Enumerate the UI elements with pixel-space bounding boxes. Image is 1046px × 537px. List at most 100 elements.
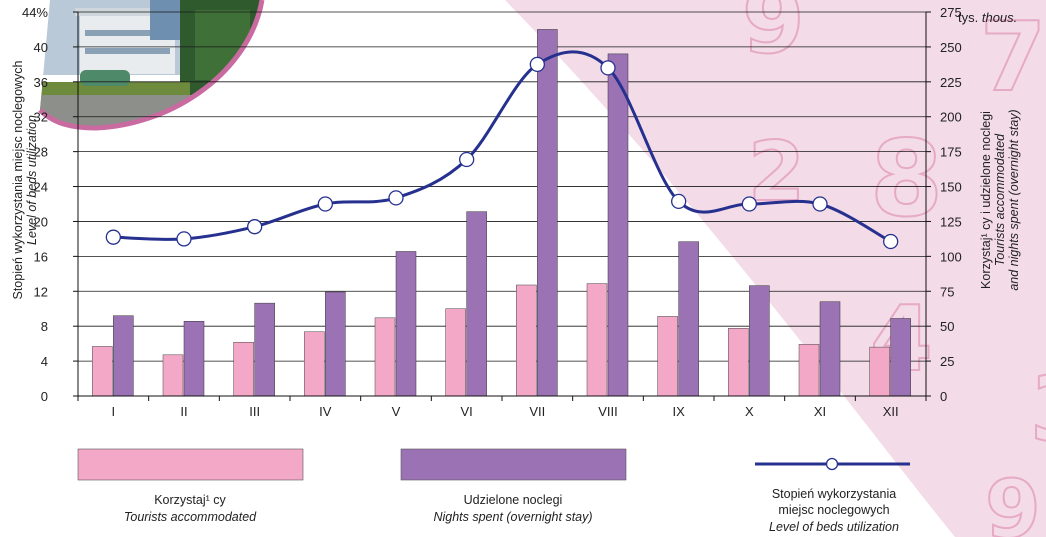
left-tick-label: 32 xyxy=(34,110,48,125)
legend-label-tourists: Korzystaj¹ cy xyxy=(154,493,226,507)
bar-nights xyxy=(254,302,275,397)
utilization-point xyxy=(741,196,757,212)
left-tick-label: 28 xyxy=(34,145,48,160)
utilization-line-layer xyxy=(105,50,899,250)
legend-label-utilization-en: Level of beds utilization xyxy=(769,520,899,534)
bar-nights xyxy=(607,53,629,397)
right-tick-label: 275 xyxy=(940,5,962,20)
utilization-point xyxy=(883,233,899,250)
x-tick-label: IX xyxy=(673,404,686,419)
bar-tourists xyxy=(516,284,537,397)
right-axis-unit-en: thous. xyxy=(982,10,1017,25)
bar-tourists xyxy=(162,354,184,397)
utilization-point xyxy=(176,231,192,247)
x-tick-label: II xyxy=(180,404,187,419)
right-tick-label: 175 xyxy=(940,145,962,160)
x-tick-label: XII xyxy=(883,404,899,419)
x-tick-label: X xyxy=(745,404,754,419)
left-tick-label: 40 xyxy=(34,40,48,55)
right-tick-label: 50 xyxy=(940,319,954,334)
right-tick-label: 225 xyxy=(940,75,962,90)
right-tick-label: 150 xyxy=(940,180,962,195)
utilization-point xyxy=(529,56,545,73)
bar-tourists xyxy=(869,346,890,397)
photo-window-band xyxy=(85,48,170,54)
bar-nights xyxy=(749,285,770,397)
bar-tourists xyxy=(92,346,113,397)
right-axis-title-pl: Korzystaj¹ cy i udzielone noclegi xyxy=(979,111,993,289)
bar-tourists xyxy=(304,331,325,397)
bar-tourists xyxy=(374,317,396,397)
right-axis-title-en-2: and nights spent (overnight stay) xyxy=(1007,109,1021,290)
utilization-point xyxy=(671,193,687,210)
background-digit: 2 xyxy=(748,125,805,220)
left-axis-title-pl: Stopień wykorzystania miejsc noclegowych xyxy=(11,60,25,299)
axes xyxy=(73,11,931,401)
legend-label-nights: Udzielone noclegi xyxy=(464,493,563,507)
right-tick-label: 0 xyxy=(940,389,947,404)
background-decoration: 9 7 2 8 4 3 9 xyxy=(505,0,1046,537)
utilization-point xyxy=(247,219,263,235)
left-tick-label: 24 xyxy=(34,180,48,195)
right-tick-label: 25 xyxy=(940,354,954,369)
x-tick-label: VIII xyxy=(598,404,618,419)
background-digit: 9 xyxy=(985,463,1041,537)
x-tick-label: XI xyxy=(814,404,826,419)
bar-nights xyxy=(183,321,205,397)
right-tick-label: 100 xyxy=(940,249,962,264)
bar-tourists xyxy=(586,283,608,397)
bar-tourists xyxy=(445,308,466,397)
bar-nights xyxy=(678,241,699,397)
bar-nights xyxy=(890,318,911,397)
background-digit: 9 xyxy=(742,0,805,74)
x-tick-label: V xyxy=(392,404,401,419)
right-tick-label: 125 xyxy=(940,214,962,229)
left-tick-label: 36 xyxy=(34,75,48,90)
x-tick-label: VI xyxy=(461,404,473,419)
bar-tourists xyxy=(728,328,749,397)
legend-label-nights-en: Nights spent (overnight stay) xyxy=(433,510,592,524)
utilization-point xyxy=(600,60,616,76)
bar-tourists xyxy=(233,341,254,397)
legend-marker-utilization xyxy=(825,457,839,471)
grid-lines xyxy=(78,11,926,362)
background-digit: 3 xyxy=(1030,357,1046,462)
utilization-point xyxy=(812,196,828,212)
left-axis-title: Stopień wykorzystania miejsc noclegowych… xyxy=(11,60,39,299)
photo-facade xyxy=(150,0,180,40)
tick-labels: 048121620242832364044%025507510012515017… xyxy=(22,5,962,419)
bar-nights xyxy=(325,291,346,397)
x-tick-label: III xyxy=(249,404,260,419)
x-tick-label: VII xyxy=(529,404,545,419)
background-wedge xyxy=(505,0,1046,537)
left-axis-title-en: Level of beds utilization xyxy=(25,115,39,245)
right-axis-unit-pl: tys. xyxy=(958,10,978,25)
right-axis-title: Korzystaj¹ cy i udzielone noclegi Touris… xyxy=(979,109,1021,290)
right-tick-label: 250 xyxy=(940,40,962,55)
utilization-point xyxy=(105,229,121,245)
legend: Korzystaj¹ cy Tourists accommodated Udzi… xyxy=(77,448,910,534)
utilization-point xyxy=(388,190,404,206)
legend-label-utilization-1: Stopień wykorzystania xyxy=(772,487,896,501)
left-tick-label: 8 xyxy=(41,319,48,334)
left-tick-label: 0 xyxy=(41,389,48,404)
bar-tourists xyxy=(798,344,820,397)
bar-nights xyxy=(819,301,841,397)
legend-swatch-tourists xyxy=(77,448,304,481)
photo-car xyxy=(80,70,130,86)
right-axis-title-en-1: Tourists accommodated xyxy=(993,133,1007,266)
photo-window-band xyxy=(85,30,170,36)
bar-nights xyxy=(466,211,487,397)
left-tick-label: 12 xyxy=(34,284,48,299)
legend-label-utilization-2: miejsc noclegowych xyxy=(778,503,889,517)
left-tick-label: 16 xyxy=(34,249,48,264)
bar-nights xyxy=(395,251,417,397)
x-tick-label: IV xyxy=(319,404,332,419)
bar-tourists xyxy=(657,316,678,397)
right-axis-top-unit: tys. thous. xyxy=(958,10,1017,25)
legend-label-tourists-en: Tourists accommodated xyxy=(124,510,257,524)
right-tick-label: 75 xyxy=(940,284,954,299)
utilization-point xyxy=(317,196,333,212)
